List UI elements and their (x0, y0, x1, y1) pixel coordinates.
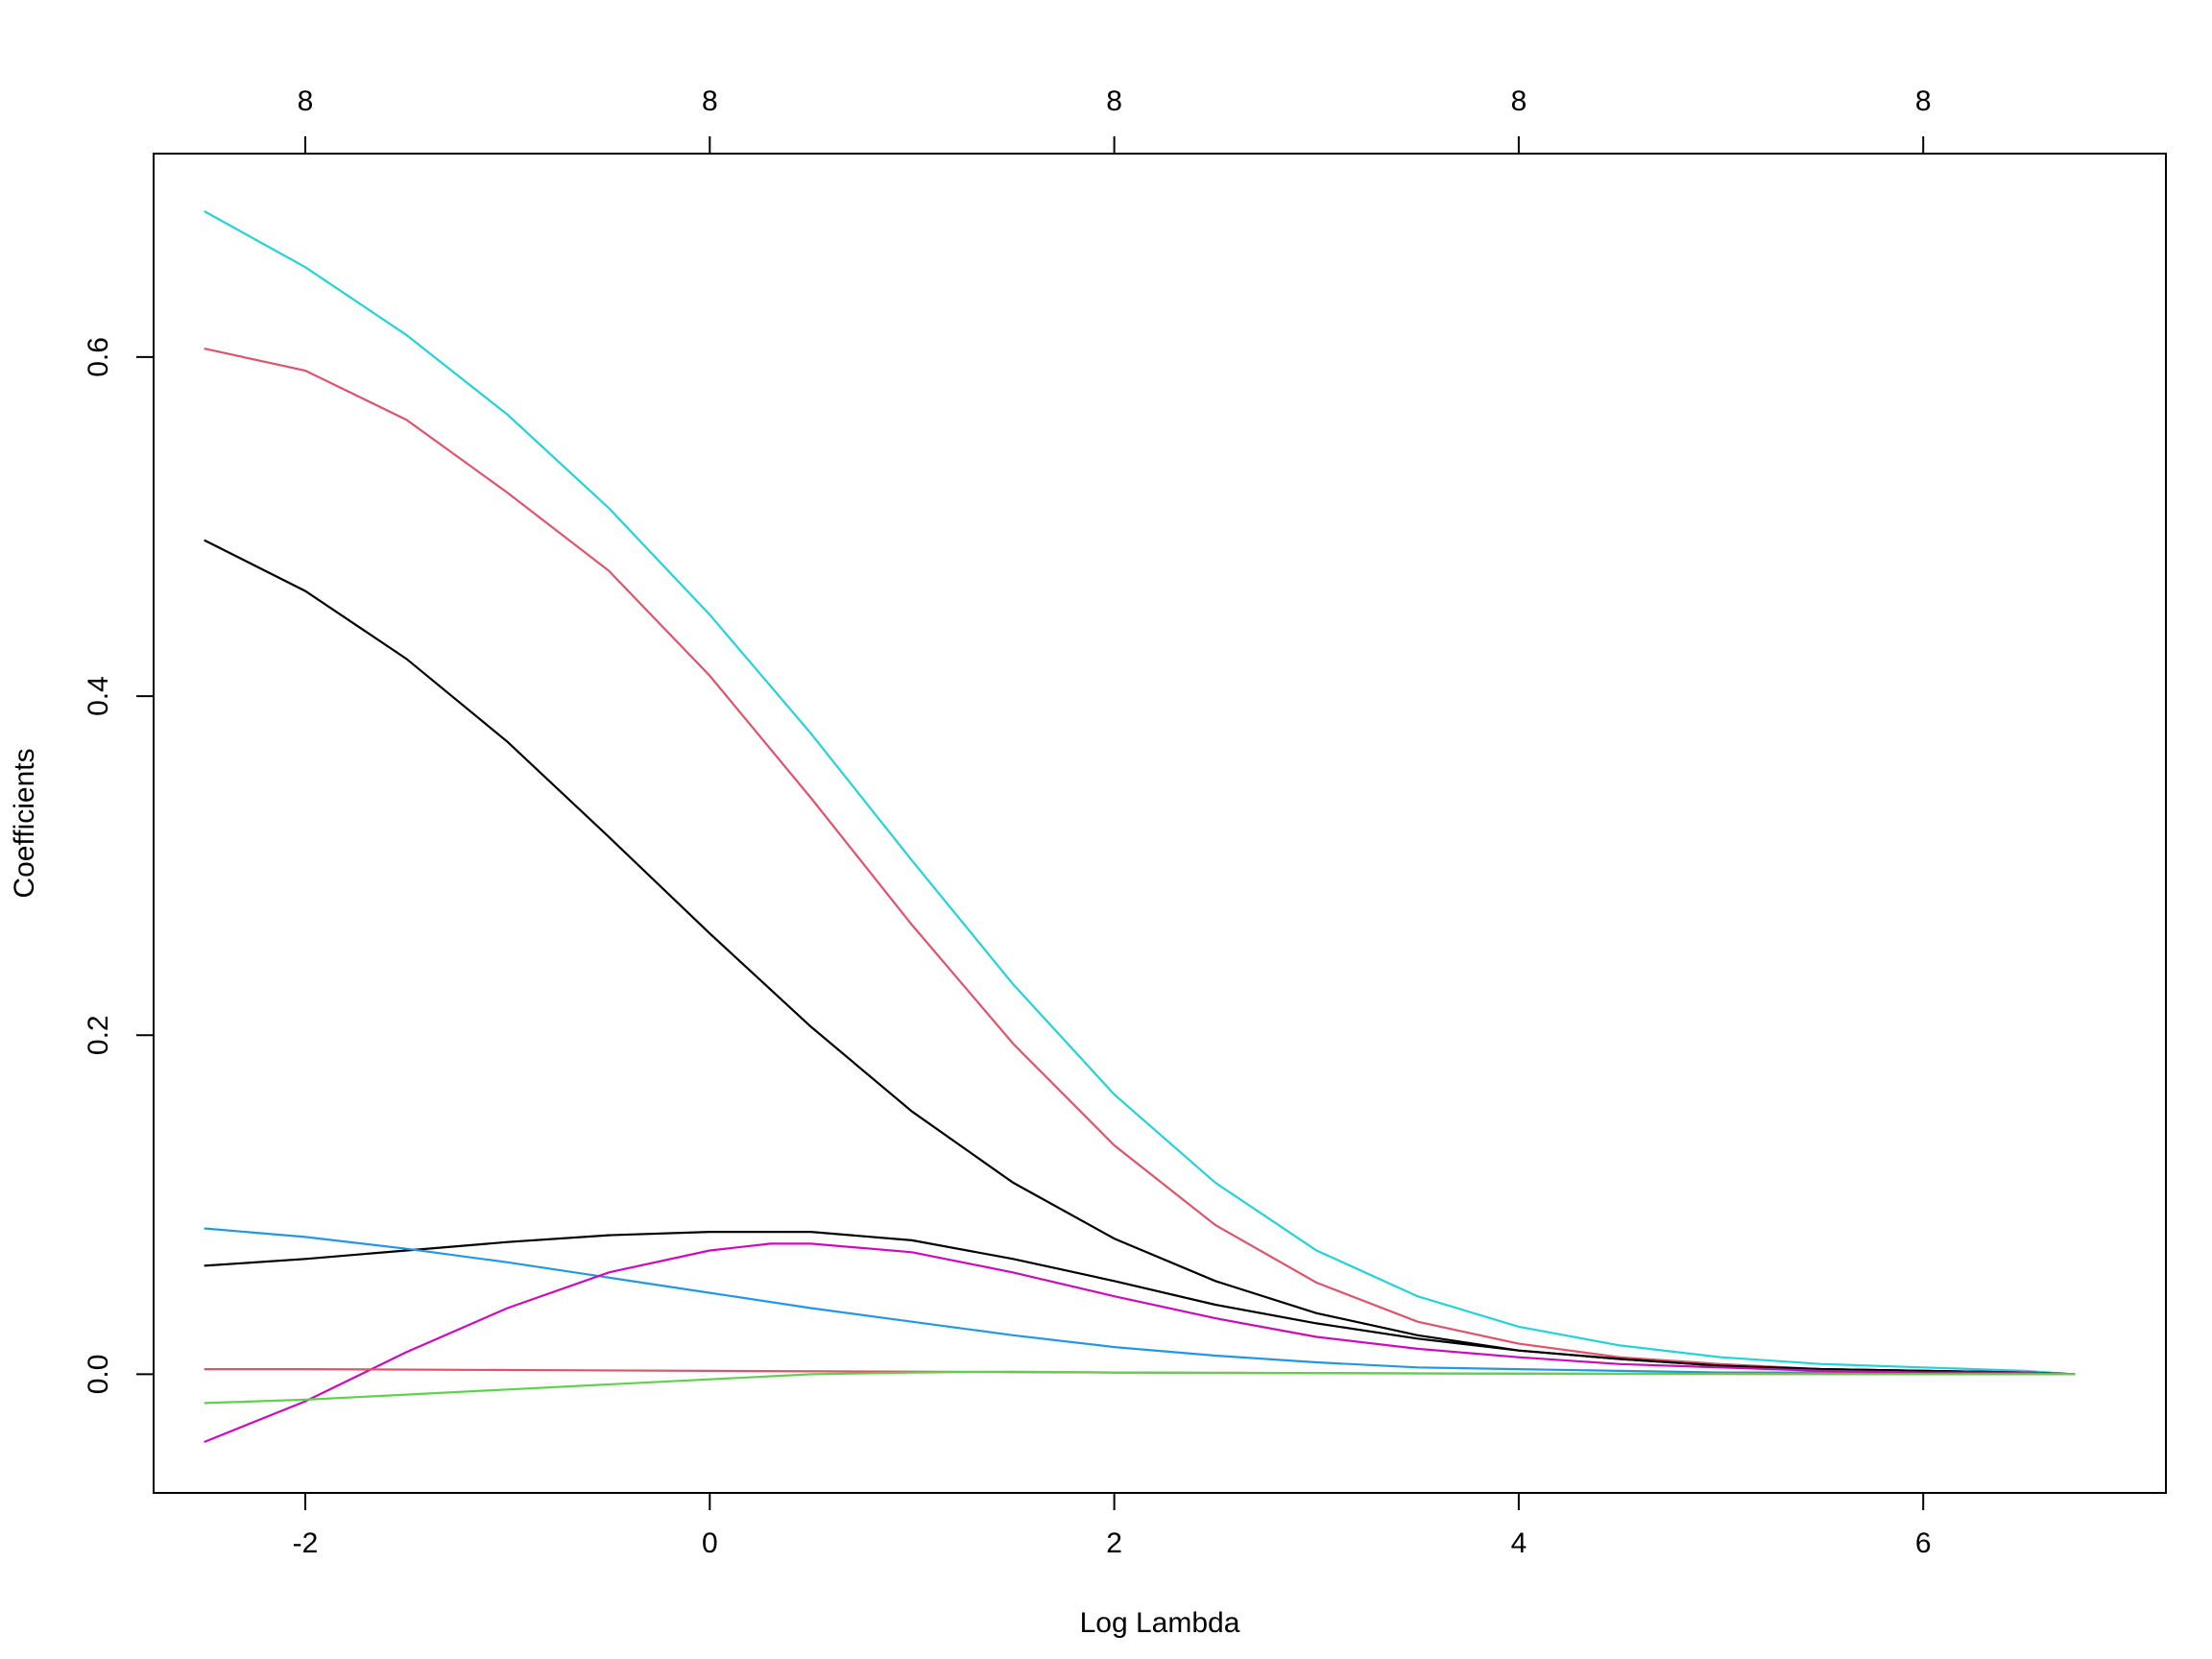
y-tick-label: 0.4 (83, 676, 114, 716)
series-layer (204, 210, 2076, 1444)
x-tick-label: 2 (1106, 1527, 1122, 1559)
x-tick-label: -2 (293, 1527, 319, 1559)
series-line-4 (204, 1231, 2076, 1376)
series-line-8 (204, 1370, 2076, 1405)
top-tick-label: 8 (1511, 85, 1527, 117)
x-tick-label: 4 (1511, 1527, 1527, 1559)
y-tick-label: 0.0 (83, 1355, 114, 1395)
series-line-5 (204, 1227, 2076, 1376)
x-axis-top: 8 8 8 8 8 (298, 85, 1932, 155)
x-tick-label: 6 (1915, 1527, 1932, 1559)
x-tick-label: 0 (702, 1527, 718, 1559)
y-axis-left: 0.0 0.2 0.4 0.6 (83, 337, 155, 1395)
top-tick-label: 8 (298, 85, 314, 117)
y-axis-title: Coefficients (9, 748, 40, 898)
y-tick-label: 0.6 (83, 337, 114, 377)
x-axis-bottom: -2 0 2 4 6 (293, 1492, 1932, 1559)
series-line-1 (204, 210, 2076, 1376)
x-axis-title: Log Lambda (1080, 1607, 1240, 1639)
y-tick-label: 0.2 (83, 1015, 114, 1055)
series-line-6 (204, 1242, 2076, 1444)
top-tick-label: 8 (1106, 85, 1122, 117)
top-tick-label: 8 (1915, 85, 1932, 117)
top-tick-label: 8 (702, 85, 718, 117)
